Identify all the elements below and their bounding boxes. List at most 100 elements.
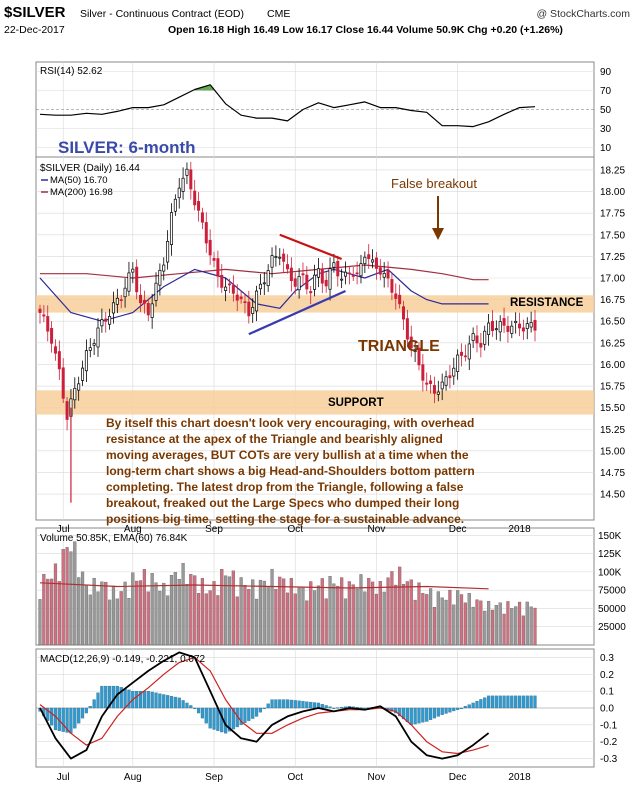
candle-body — [452, 367, 456, 377]
macd-histogram-bar — [239, 707, 243, 726]
candle — [146, 298, 150, 322]
candle — [506, 315, 510, 343]
candle-body — [115, 297, 119, 305]
rsi-y-tick-label: 50 — [600, 105, 612, 116]
candle — [452, 357, 456, 385]
candle-body — [92, 343, 96, 346]
volume-bar — [231, 570, 235, 646]
candle — [421, 354, 425, 392]
candle — [274, 245, 278, 267]
macd-histogram-bar — [88, 706, 92, 709]
candle — [84, 339, 88, 382]
price-y-tick-label: 16.25 — [600, 338, 625, 349]
candle-body — [359, 263, 363, 277]
candle — [301, 262, 305, 286]
rsi-line — [39, 84, 536, 128]
macd-x-tick-label: Jul — [57, 772, 70, 783]
axis-layer: Jul Jul Aug Aug Sep Sep Oct Oct Nov Nov Dec Dec 2018… — [57, 67, 626, 783]
candle — [127, 261, 131, 296]
candle-body — [363, 256, 367, 265]
candle — [212, 251, 216, 268]
candle-body — [483, 330, 487, 345]
candle — [177, 178, 181, 209]
price-y-tick-label: 16.00 — [600, 360, 625, 371]
candle-body — [216, 258, 220, 277]
candle-body — [46, 316, 50, 332]
candle-body — [108, 315, 112, 325]
candle-body — [227, 283, 231, 286]
macd-histogram-bar — [181, 700, 185, 709]
price-y-tick-label: 18.25 — [600, 165, 625, 176]
candle-body — [471, 333, 475, 341]
candle-body — [413, 350, 417, 352]
volume-bar — [363, 591, 367, 646]
candle-body — [177, 187, 181, 199]
candle — [266, 264, 270, 292]
macd-legend: MACD(12,26,9) -0.149, -0.221, 0.072 — [40, 654, 206, 665]
candle-body — [421, 364, 425, 381]
candle — [92, 338, 96, 356]
macd-histogram-bar — [173, 696, 177, 709]
macd-histogram-bar — [254, 707, 259, 717]
candle — [490, 310, 494, 337]
volume-bar — [220, 568, 224, 646]
macd-histogram-bar — [413, 707, 417, 725]
volume-bar — [80, 571, 85, 646]
volume-bar — [428, 588, 433, 646]
chart-title-annotation: SILVER: 6-month — [58, 138, 196, 157]
candle-body — [378, 267, 382, 275]
candle-body — [448, 375, 452, 379]
candle-body — [467, 343, 471, 360]
volume-bar — [196, 593, 201, 646]
candle-body — [247, 301, 251, 317]
candle — [529, 311, 533, 333]
volume-bar — [494, 605, 498, 646]
commentary-line-3: moving averages, BUT COTs are very bulli… — [106, 448, 469, 462]
price-y-tick-label: 17.00 — [600, 274, 625, 285]
candle-body — [235, 294, 239, 301]
candle — [204, 212, 208, 253]
macd-histogram-bar — [193, 707, 197, 709]
candle — [340, 268, 344, 289]
candle — [425, 372, 429, 392]
commentary-line-2: resistance at the apex of the Triangle a… — [106, 432, 443, 446]
candle — [398, 284, 402, 309]
volume-bar — [61, 549, 65, 646]
candle-body — [262, 282, 266, 285]
macd-histogram-bar — [61, 707, 65, 732]
macd-histogram-bar — [150, 691, 154, 709]
candle — [150, 293, 154, 329]
volume-bar — [471, 606, 475, 646]
volume-bar — [382, 591, 386, 646]
macd-histogram-bar — [459, 707, 464, 709]
volume-bar — [487, 601, 491, 646]
candle-body — [111, 302, 115, 314]
candle-body — [374, 257, 378, 269]
macd-histogram-bar — [169, 696, 174, 709]
candle — [77, 376, 81, 401]
candle-body — [440, 381, 444, 390]
volume-bar — [320, 578, 324, 646]
volume-bar — [490, 609, 495, 646]
candle — [135, 259, 139, 300]
candle — [305, 266, 309, 295]
candle-body — [425, 382, 429, 385]
candle-body — [189, 169, 193, 190]
macd-histogram-bar — [494, 695, 498, 709]
volume-bar — [506, 601, 510, 646]
candle — [382, 262, 386, 288]
candle — [479, 333, 483, 358]
macd-x-tick-label: Sep — [205, 772, 223, 783]
candle — [297, 268, 301, 299]
macd-histogram-bar — [320, 704, 324, 709]
macd-histogram-bar — [266, 703, 270, 709]
macd-histogram-bar — [336, 707, 340, 709]
volume-bar — [328, 576, 332, 646]
macd-histogram-bar — [262, 707, 266, 709]
macd-histogram-bar — [517, 695, 522, 709]
macd-histogram-bar — [92, 699, 96, 709]
candle — [158, 263, 162, 296]
candle-body — [42, 314, 46, 317]
candle-body — [224, 286, 228, 291]
volume-bar — [285, 592, 290, 646]
